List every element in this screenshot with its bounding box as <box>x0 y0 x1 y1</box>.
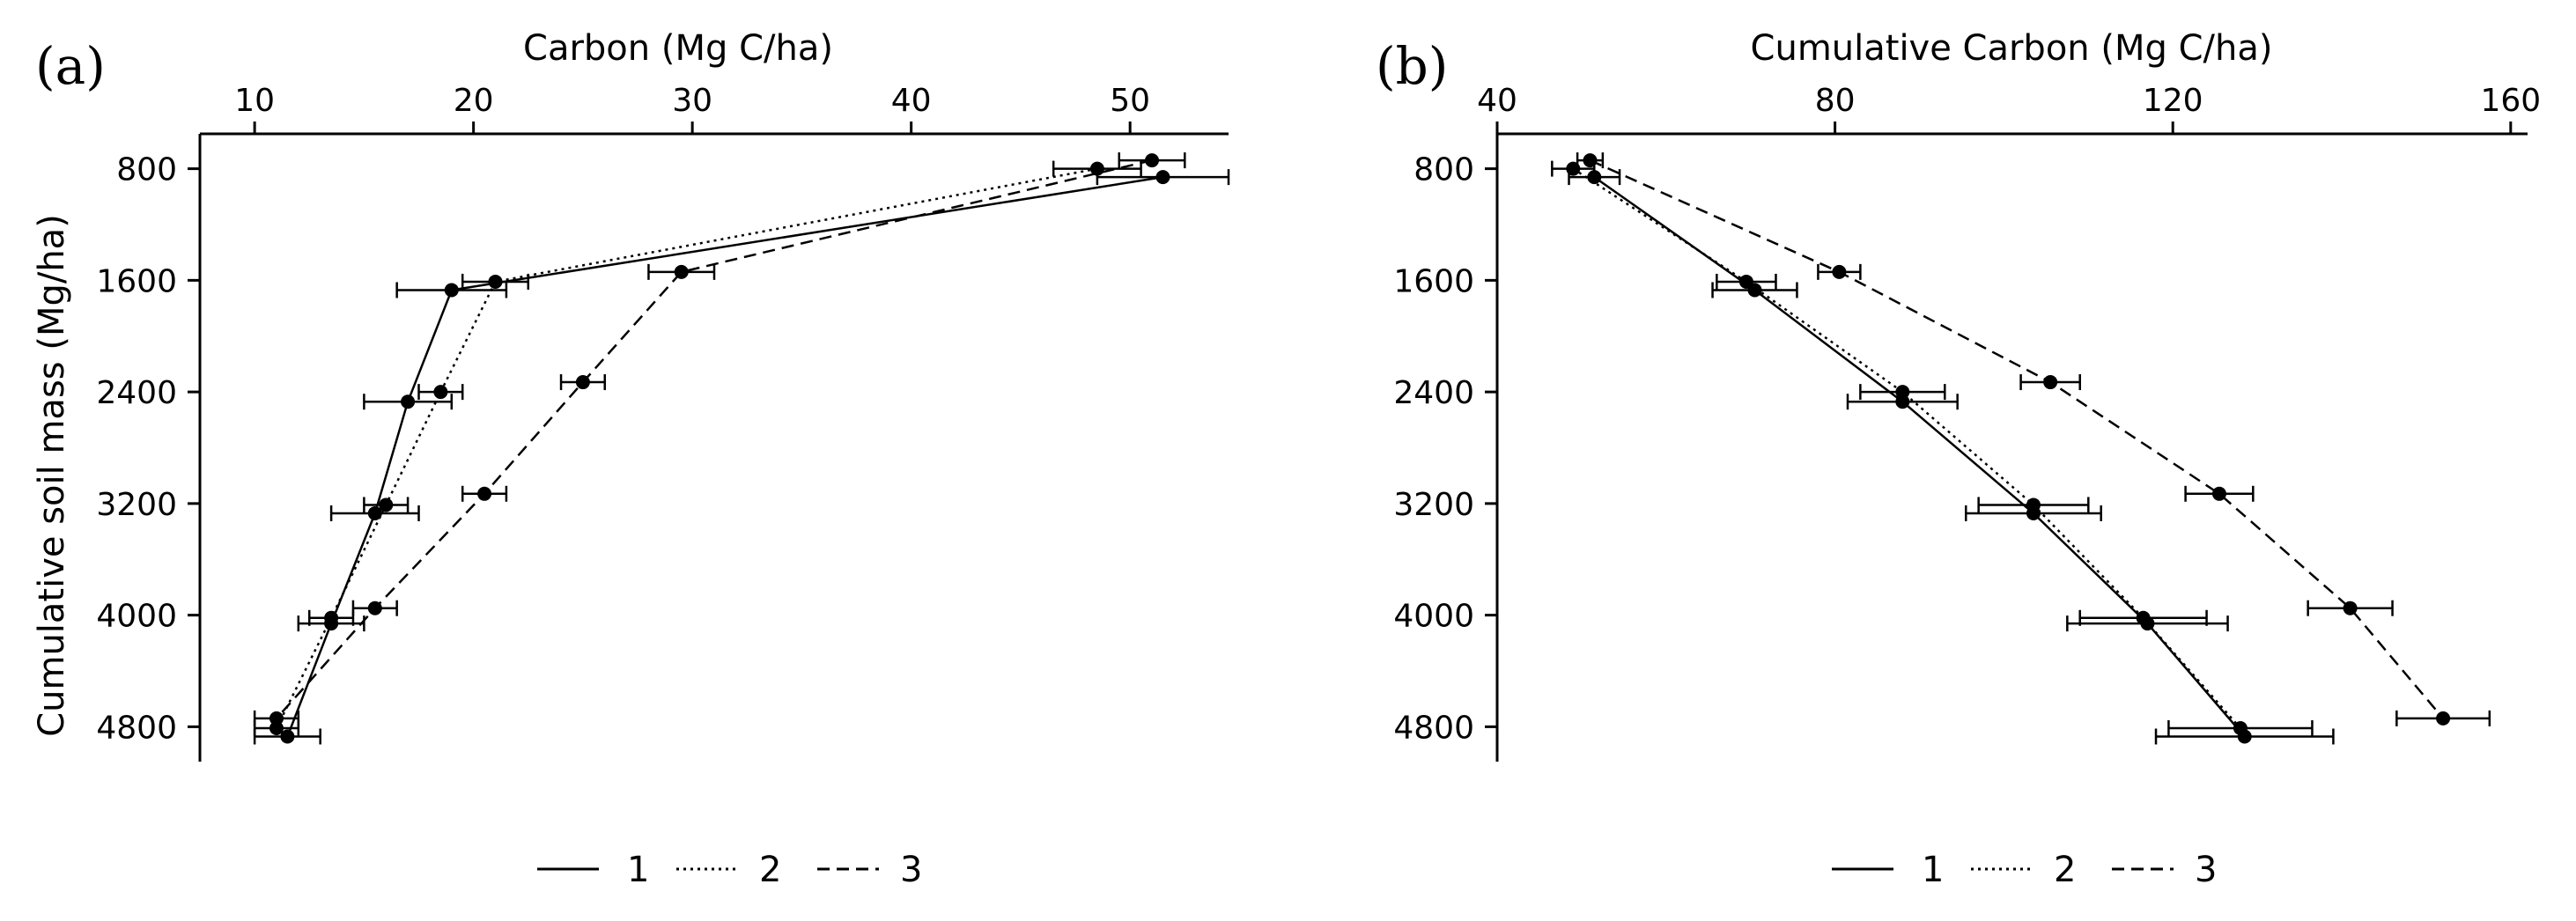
x-tick-label: 20 <box>454 83 494 119</box>
series-1-point <box>444 283 459 298</box>
panel-b-legend: 1 2 3 <box>1832 850 2217 890</box>
series-3-point <box>575 375 590 390</box>
panel-a-y-ticks: 800 1600 2400 3200 4000 4800 <box>96 152 200 746</box>
series-3-point <box>1832 264 1847 279</box>
y-tick-label: 3200 <box>1393 487 1474 523</box>
y-tick-label: 2400 <box>96 375 177 411</box>
series-3-point <box>2343 600 2358 615</box>
series-3-point <box>367 600 382 615</box>
panel-b-label: (b) <box>1376 36 1448 96</box>
legend-label-3: 3 <box>2195 850 2217 890</box>
series-2-point <box>1738 274 1753 289</box>
y-tick-label: 800 <box>116 152 177 188</box>
panel-b-x-ticks: 40 80 120 160 <box>1477 83 2541 134</box>
legend-label-2: 2 <box>759 850 781 890</box>
panel-a-x-ticks: 10 20 30 40 50 <box>234 83 1150 134</box>
series-3-point <box>674 264 689 279</box>
y-tick-label: 4800 <box>1393 710 1474 746</box>
x-tick-label: 80 <box>1815 83 1856 119</box>
series-3-point <box>2436 711 2451 726</box>
x-tick-label: 30 <box>672 83 712 119</box>
panel-a-y-axis-title: Cumulative soil mass (Mg/ha) <box>32 214 72 737</box>
legend-label-1: 1 <box>627 850 649 890</box>
series-2-point <box>379 497 394 512</box>
panel-b-plot-area <box>1551 152 2491 745</box>
series-1-line <box>286 175 1163 737</box>
series-2-point <box>2026 497 2041 512</box>
series-1-point <box>367 505 382 520</box>
series-3-point <box>269 711 284 726</box>
x-tick-label: 120 <box>2143 83 2203 119</box>
legend-label-3: 3 <box>900 850 922 890</box>
panel-a-legend: 1 2 3 <box>537 850 922 890</box>
series-3-point <box>2043 375 2058 390</box>
legend-label-1: 1 <box>1922 850 1944 890</box>
panel-a-x-axis-title: Carbon (Mg C/ha) <box>523 28 833 69</box>
y-tick-label: 4800 <box>96 710 177 746</box>
series-2-line <box>1572 167 2241 729</box>
series-1-point <box>1895 394 1910 409</box>
series-2-point <box>488 274 503 289</box>
series-3-point <box>1145 153 1160 168</box>
series-2-point <box>2136 610 2151 625</box>
series-1-point <box>1155 170 1170 185</box>
x-tick-label: 40 <box>891 83 932 119</box>
panel-b-y-ticks: 800 1600 2400 3200 4000 4800 <box>1393 152 1497 746</box>
series-1-line <box>1593 176 2246 738</box>
x-tick-label: 10 <box>234 83 275 119</box>
panel-b-x-axis-title: Cumulative Carbon (Mg C/ha) <box>1751 28 2273 69</box>
x-tick-label: 50 <box>1110 83 1150 119</box>
y-tick-label: 1600 <box>1393 263 1474 299</box>
x-tick-label: 40 <box>1477 83 1517 119</box>
series-2-point <box>1895 385 1910 400</box>
panel-b: (b) Cumulative Carbon (Mg C/ha) 40 80 120 1… <box>1376 28 2541 890</box>
series-2-point <box>269 720 284 735</box>
series-1-point <box>401 394 416 409</box>
panel-a-plot-area <box>253 152 1230 745</box>
y-tick-label: 3200 <box>96 487 177 523</box>
panel-a-label: (a) <box>35 36 106 96</box>
y-tick-label: 4000 <box>96 599 177 635</box>
series-3-line <box>276 158 1153 719</box>
series-2-point <box>324 610 339 625</box>
y-tick-label: 800 <box>1413 152 1474 188</box>
series-2-point <box>1089 161 1104 176</box>
series-1-point <box>280 729 295 744</box>
series-3-point <box>477 486 492 501</box>
y-tick-label: 1600 <box>96 263 177 299</box>
series-3-point <box>1583 153 1598 168</box>
panel-a: (a) Carbon (Mg C/ha) Cumulative soil mas… <box>32 28 1230 890</box>
x-tick-label: 160 <box>2480 83 2541 119</box>
series-3-line <box>1589 158 2445 719</box>
y-tick-label: 2400 <box>1393 375 1474 411</box>
series-2-point <box>433 385 448 400</box>
series-3-point <box>2211 486 2226 501</box>
series-2-line <box>275 167 1098 729</box>
series-2-point <box>2233 720 2248 735</box>
legend-label-2: 2 <box>2054 850 2076 890</box>
y-tick-label: 4000 <box>1393 599 1474 635</box>
